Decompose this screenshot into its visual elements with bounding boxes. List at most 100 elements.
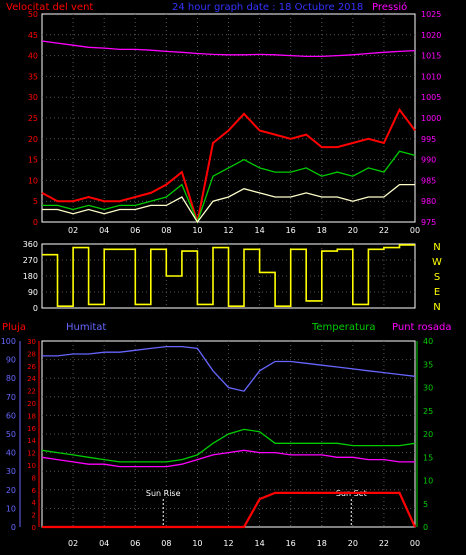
humidity-x-tick-label: 16 xyxy=(286,539,296,548)
series-mean xyxy=(42,183,415,224)
wind-x-tick-label: 12 xyxy=(223,226,233,235)
wind-tick-label: 15 xyxy=(28,156,38,165)
pressure-tick-label: 1015 xyxy=(421,52,441,61)
wind-x-tick-label: 22 xyxy=(379,226,389,235)
compass-label: S xyxy=(434,272,440,283)
temperature-tick-label: 25 xyxy=(423,407,433,416)
wind-x-tick-label: 00 xyxy=(410,226,420,235)
humidity-label: Humitat xyxy=(66,322,106,333)
rain-tick-label: 6 xyxy=(32,487,37,495)
temperature-label: Temperatura xyxy=(311,322,376,333)
direction-tick-label: 90 xyxy=(28,288,38,297)
humidity-x-tick-label: 00 xyxy=(410,539,420,548)
temperature-tick-label: 40 xyxy=(423,337,433,346)
series-wind xyxy=(42,150,416,224)
wind-x-tick-label: 18 xyxy=(317,226,327,235)
series-punt-rosada xyxy=(41,449,415,468)
series-gust xyxy=(41,107,416,223)
rain-tick-label: 0 xyxy=(32,524,36,532)
temperature-tick-label: 30 xyxy=(423,384,433,393)
direction-tick-label: 360 xyxy=(23,240,38,249)
compass-label: W xyxy=(432,257,442,268)
humidity-tick-label: 100 xyxy=(1,337,16,346)
humidity-x-tick-label: 04 xyxy=(99,539,109,548)
humidity-temperature-panel: 0102030405060708090100024681012141618202… xyxy=(1,337,433,548)
temperature-tick-label: 10 xyxy=(423,477,433,486)
rain-tick-label: 28 xyxy=(27,350,36,358)
wind-tick-label: 10 xyxy=(28,176,38,185)
series-humitat xyxy=(42,345,416,392)
rain-tick-label: 10 xyxy=(27,462,36,470)
direction-tick-label: 0 xyxy=(33,304,38,313)
temperature-tick-label: 0 xyxy=(423,523,428,532)
rain-tick-label: 24 xyxy=(27,375,36,383)
wind-x-tick-label: 20 xyxy=(348,226,358,235)
wind-tick-label: 25 xyxy=(28,114,38,123)
wind-tick-label: 5 xyxy=(33,197,38,206)
wind-tick-label: 50 xyxy=(28,10,38,19)
humidity-x-tick-label: 22 xyxy=(379,539,389,548)
series-pressure xyxy=(41,40,416,58)
wind-x-tick-label: 06 xyxy=(130,226,140,235)
rain-tick-label: 8 xyxy=(32,474,36,482)
rain-label: Pluja xyxy=(2,322,26,333)
pressure-tick-label: 975 xyxy=(421,218,436,227)
dewpoint-label: Punt rosada xyxy=(392,322,451,333)
temperature-tick-label: 15 xyxy=(423,453,433,462)
wind-x-tick-label: 16 xyxy=(286,226,296,235)
pressure-tick-label: 995 xyxy=(421,135,436,144)
rain-tick-label: 4 xyxy=(32,499,37,507)
humidity-tick-label: 80 xyxy=(6,374,16,383)
series-temperatura xyxy=(41,428,416,463)
wind-tick-label: 40 xyxy=(28,52,38,61)
series-pluja xyxy=(42,491,417,529)
wind-tick-label: 20 xyxy=(28,135,38,144)
direction-tick-label: 180 xyxy=(23,272,38,281)
wind-tick-label: 0 xyxy=(33,218,38,227)
wind-x-tick-label: 02 xyxy=(68,226,78,235)
humidity-tick-label: 10 xyxy=(6,504,16,513)
compass-label: E xyxy=(434,287,440,298)
humidity-tick-label: 90 xyxy=(6,356,16,365)
rain-tick-label: 2 xyxy=(32,512,36,520)
humidity-tick-label: 30 xyxy=(6,467,16,476)
pressure-tick-label: 1000 xyxy=(421,114,441,123)
pressure-tick-label: 980 xyxy=(421,197,436,206)
humidity-x-tick-label: 20 xyxy=(348,539,358,548)
humidity-tick-label: 20 xyxy=(6,486,16,495)
rain-tick-label: 26 xyxy=(27,363,36,371)
pressure-tick-label: 1010 xyxy=(421,72,441,81)
rain-tick-label: 12 xyxy=(27,450,36,458)
pressure-tick-label: 985 xyxy=(421,176,436,185)
rain-tick-label: 20 xyxy=(27,400,36,408)
chart-title: 24 hour graph date : 18 Octubre 2018 xyxy=(172,2,363,13)
wind-x-tick-label: 14 xyxy=(254,226,264,235)
humidity-tick-label: 70 xyxy=(6,393,16,402)
wind-pressure-panel: 0510152025303540455097598098599099510001… xyxy=(28,10,442,235)
rain-tick-label: 30 xyxy=(27,338,36,346)
humidity-tick-label: 40 xyxy=(6,449,16,458)
humidity-tick-label: 50 xyxy=(6,430,16,439)
sun-marker-label: Sun Rise xyxy=(146,489,181,498)
humidity-tick-label: 0 xyxy=(11,523,16,532)
humidity-x-tick-label: 10 xyxy=(192,539,202,548)
humidity-x-tick-label: 08 xyxy=(161,539,171,548)
wind-tick-label: 30 xyxy=(28,93,38,102)
wind-x-tick-label: 04 xyxy=(99,226,109,235)
series-direction xyxy=(42,244,415,308)
pressure-tick-label: 990 xyxy=(421,156,436,165)
direction-tick-label: 270 xyxy=(23,256,38,265)
rain-tick-label: 22 xyxy=(27,388,36,396)
temperature-tick-label: 20 xyxy=(423,430,433,439)
temperature-tick-label: 5 xyxy=(423,500,428,509)
humidity-tick-label: 60 xyxy=(6,411,16,420)
humidity-x-tick-label: 12 xyxy=(223,539,233,548)
rain-tick-label: 16 xyxy=(27,425,36,433)
humidity-x-tick-label: 14 xyxy=(254,539,264,548)
wind-tick-label: 35 xyxy=(28,72,38,81)
humidity-x-tick-label: 18 xyxy=(317,539,327,548)
rain-tick-label: 14 xyxy=(27,437,36,445)
